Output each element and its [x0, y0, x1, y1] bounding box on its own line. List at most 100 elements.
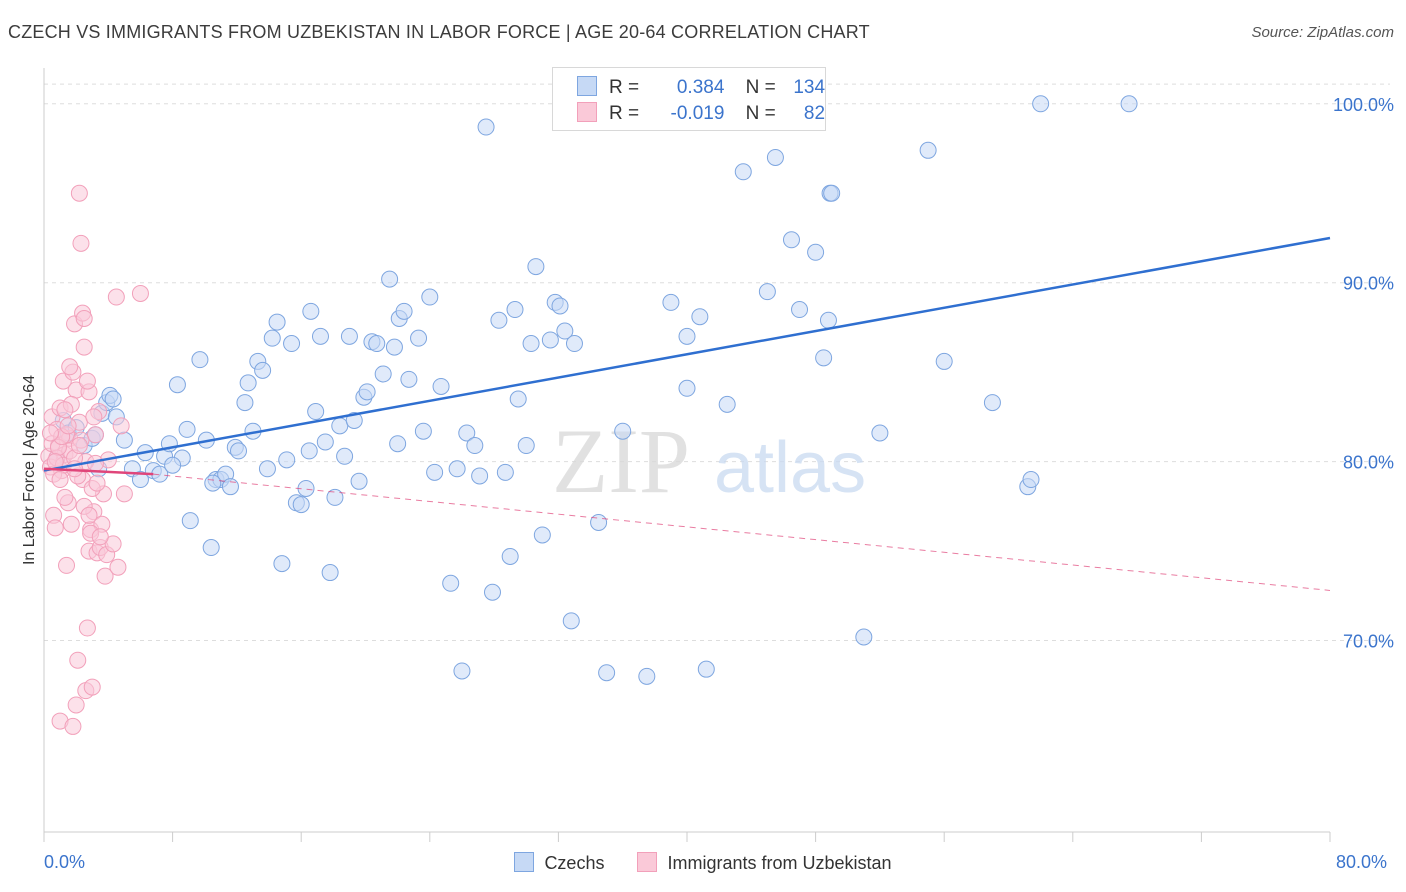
legend-swatch-czechs	[577, 76, 597, 96]
czech-point	[340, 327, 358, 345]
czech-point	[131, 471, 149, 489]
czech-point	[331, 417, 349, 435]
uzbekistan-point	[41, 424, 59, 442]
watermark-atlas: atlas	[714, 428, 866, 508]
czech-point	[442, 574, 460, 592]
czech-point	[307, 403, 325, 421]
czech-point	[678, 327, 696, 345]
watermark: ZIP atlas	[552, 410, 866, 512]
czech-point	[311, 327, 329, 345]
czech-point	[358, 383, 376, 401]
czech-point	[1022, 471, 1040, 489]
czech-point	[432, 377, 450, 395]
czech-point	[414, 422, 432, 440]
czech-point	[104, 390, 122, 408]
czech-point	[871, 424, 889, 442]
uzbekistan-point	[104, 535, 122, 553]
uzbekistan-point	[61, 358, 79, 376]
czech-point	[385, 338, 403, 356]
uzbekistan-point	[56, 488, 74, 506]
czech-point	[766, 148, 784, 166]
czech-point	[807, 243, 825, 261]
czech-point	[496, 463, 514, 481]
czech-point	[258, 460, 276, 478]
czech-point	[678, 379, 696, 397]
uzbekistan-point	[109, 558, 127, 576]
legend-swatch-czechs-bottom	[514, 852, 535, 872]
trend-lines	[43, 236, 1331, 591]
czech-point	[490, 311, 508, 329]
source-label: Source: ZipAtlas.com	[1251, 24, 1394, 41]
czech-point	[718, 395, 736, 413]
legend-r-value-czechs: 0.384	[676, 77, 725, 98]
uzbekistan-point	[86, 426, 104, 444]
czech-point	[236, 394, 254, 412]
czech-point	[453, 662, 471, 680]
legend-r-value-uzbekistan: -0.019	[670, 103, 725, 124]
czech-point	[919, 141, 937, 159]
data-points	[40, 95, 1138, 735]
grid-lines	[44, 83, 1390, 642]
czech-point	[178, 420, 196, 438]
legend-row-uzbekistan: R = -0.019 N = 82	[577, 102, 825, 124]
czech-point	[316, 433, 334, 451]
czech-point	[662, 293, 680, 311]
czech-point	[562, 612, 580, 630]
czech-point	[1032, 95, 1050, 113]
uzbekistan-point	[70, 184, 88, 202]
czech-point	[321, 564, 339, 582]
czech-point	[164, 456, 182, 474]
czech-point	[426, 463, 444, 481]
czech-point	[758, 283, 776, 301]
czech-point	[509, 390, 527, 408]
czech-point	[350, 472, 368, 490]
uzbekistan-point	[75, 338, 93, 356]
czech-point	[368, 335, 386, 353]
chart-title: CZECH VS IMMIGRANTS FROM UZBEKISTAN IN L…	[8, 22, 870, 42]
czech-point	[697, 660, 715, 678]
czech-point	[638, 667, 656, 685]
x-tick-label-max: 80.0%	[1336, 852, 1388, 872]
uzbekistan-point	[58, 556, 76, 574]
legend-n-label: N =	[745, 77, 776, 98]
uzbekistan-point	[107, 288, 125, 306]
czech-point	[421, 288, 439, 306]
czech-point	[395, 302, 413, 320]
uzbekistan-point	[46, 519, 64, 537]
uzbekistan-point	[62, 515, 80, 533]
legend-swatch-uzbekistan-bottom	[637, 852, 658, 872]
legend-item-czechs: Czechs	[514, 852, 604, 874]
uzbekistan-point	[75, 309, 93, 327]
czech-point	[819, 311, 837, 329]
y-axis-label: In Labor Force | Age 20-64	[21, 374, 38, 566]
legend-r-label: R =	[609, 77, 640, 98]
czech-point	[202, 539, 220, 557]
czech-point	[483, 583, 501, 601]
uzbekistan-point	[72, 234, 90, 252]
uzbekistan-point	[85, 408, 103, 426]
czech-point	[458, 424, 476, 442]
czech-point	[268, 313, 286, 331]
uzbekistan-point	[56, 401, 74, 419]
uzbekistan-point	[64, 717, 82, 735]
y-tick-label: 100.0%	[1333, 95, 1394, 115]
czech-point	[565, 335, 583, 353]
czech-point	[168, 376, 186, 394]
czech-point	[983, 394, 1001, 412]
czech-point	[815, 349, 833, 367]
czech-point	[517, 437, 535, 455]
uzbekistan-point	[91, 528, 109, 546]
czech-point	[191, 351, 209, 369]
legend-n-label: N =	[745, 103, 776, 124]
uzbekistan-point	[78, 619, 96, 637]
czech-point	[336, 447, 354, 465]
czech-point	[855, 628, 873, 646]
uzbekistan-point	[78, 372, 96, 390]
uzbekistan-point	[69, 651, 87, 669]
czech-point	[292, 496, 310, 514]
czech-point	[300, 442, 318, 460]
legend-item-uzbekistan: Immigrants from Uzbekistan	[637, 852, 892, 874]
czech-point	[477, 118, 495, 136]
stats-legend: R = 0.384 N = 134 R = -0.019 N = 82	[552, 67, 826, 131]
